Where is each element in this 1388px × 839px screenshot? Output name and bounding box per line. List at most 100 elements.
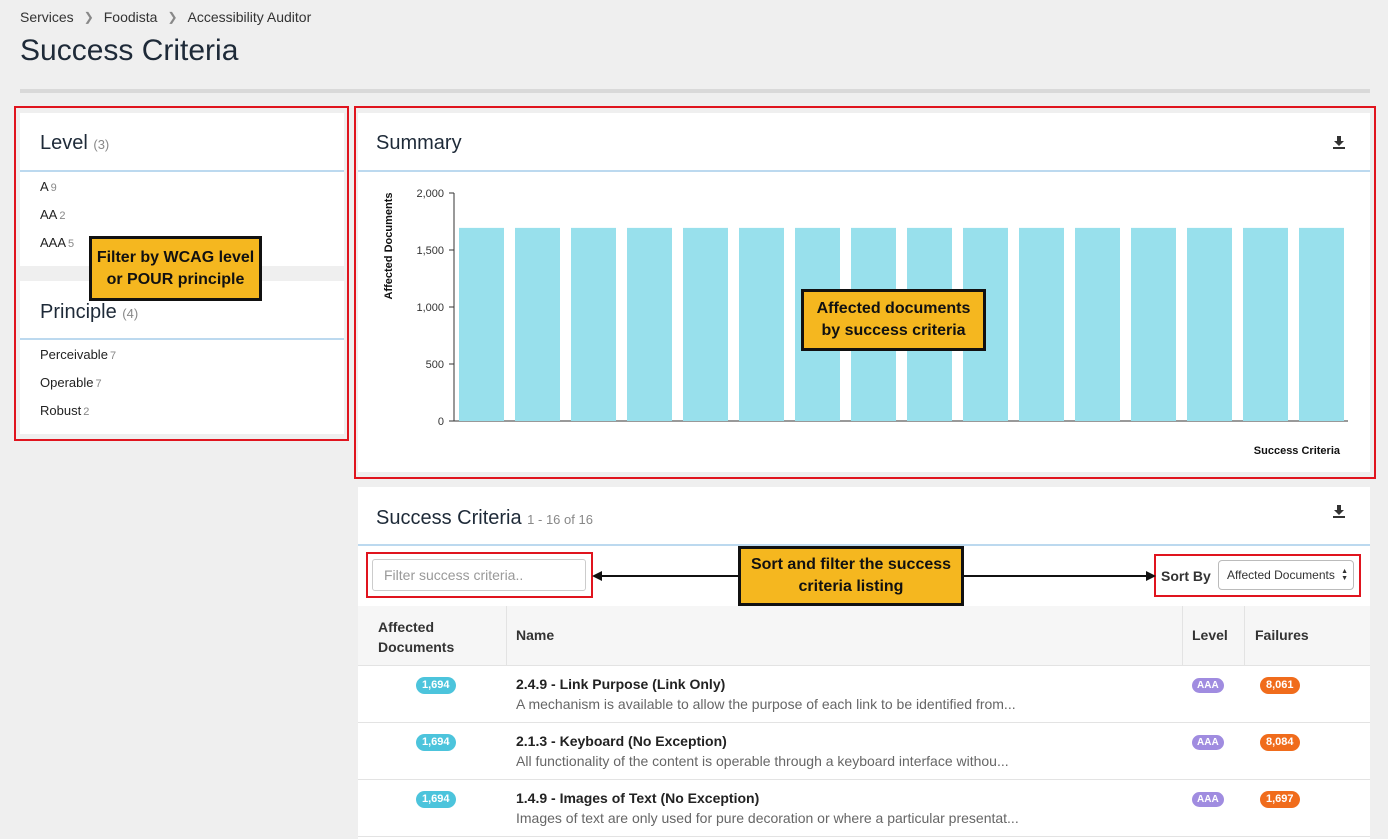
criteria-card: Success Criteria 1 - 16 of 16 Affected D… [358, 487, 1370, 839]
sort-annotation-box [1154, 554, 1361, 597]
column-header-affected[interactable]: Affected Documents [378, 619, 455, 655]
chart-bar[interactable] [739, 227, 784, 421]
sort-by-select[interactable]: Affected Documents ▲ ▼ [1218, 560, 1354, 590]
table-divider [358, 836, 1370, 837]
principle-facet-count: (4) [122, 306, 139, 321]
arrow-right-icon [1146, 571, 1156, 581]
chart-bar[interactable] [1299, 227, 1344, 421]
principle-facet-title: Principle (4) [40, 301, 138, 324]
affected-badge: 1,694 [416, 677, 456, 694]
y-tick-label: 1,000 [416, 302, 444, 314]
failures-badge: 1,697 [1260, 791, 1300, 808]
sort-by-label: Sort By [1161, 568, 1211, 584]
facet-item-count: 7 [95, 378, 102, 390]
failures-badge: 8,061 [1260, 677, 1300, 694]
breadcrumb-foodista[interactable]: Foodista [103, 9, 158, 25]
y-axis-label: Affected Documents [383, 193, 395, 300]
chart-bar[interactable] [459, 227, 504, 421]
criteria-title-text: Success Criteria [376, 507, 522, 529]
level-facet-title: Level (3) [40, 132, 109, 155]
chart-bar[interactable] [515, 227, 560, 421]
facet-item-count: 9 [50, 182, 57, 194]
summary-divider [358, 170, 1370, 172]
facet-item-count: 2 [83, 406, 90, 418]
affected-badge: 1,694 [416, 791, 456, 808]
table-row[interactable]: 1,694 1.4.9 - Images of Text (No Excepti… [358, 780, 1370, 836]
criterion-description: A mechanism is available to allow the pu… [516, 696, 1016, 712]
table-divider [358, 665, 1370, 666]
criterion-name[interactable]: 2.1.3 - Keyboard (No Exception) [516, 733, 727, 749]
chart-bar[interactable] [627, 227, 672, 421]
criteria-divider [358, 544, 1370, 546]
table-divider [358, 779, 1370, 780]
facet-item-label: Perceivable [40, 347, 108, 362]
annotation-arrows [592, 571, 1156, 581]
table-divider [358, 722, 1370, 723]
criterion-description: Images of text are only used for pure de… [516, 810, 1019, 826]
affected-badge: 1,694 [416, 734, 456, 751]
chart-bar[interactable] [683, 227, 728, 421]
facet-item-perceivable[interactable]: Perceivable 7 [40, 347, 116, 362]
arrow-left-icon [592, 571, 602, 581]
chart-bar[interactable] [1019, 227, 1064, 421]
facet-item-label: A [40, 179, 49, 194]
y-tick-label: 1,500 [416, 245, 444, 257]
chevron-right-icon: ❯ [83, 10, 94, 24]
select-arrows-icon: ▲ ▼ [1341, 568, 1348, 582]
filter-annotation-box [366, 552, 593, 598]
facet-item-count: 7 [109, 350, 117, 362]
chart-bar[interactable] [1187, 227, 1232, 421]
chart-bar[interactable] [1075, 227, 1120, 421]
column-header-failures[interactable]: Failures [1255, 627, 1309, 643]
chevron-right-icon: ❯ [167, 10, 178, 24]
criteria-title: Success Criteria 1 - 16 of 16 [376, 507, 593, 530]
chart-callout: Affected documents by success criteria [801, 289, 986, 351]
criterion-name[interactable]: 2.4.9 - Link Purpose (Link Only) [516, 676, 726, 692]
y-tick-label: 0 [438, 416, 444, 428]
x-axis-label: Success Criteria [1254, 445, 1341, 457]
facets-annotation-box [14, 106, 349, 441]
level-facet-count: (3) [93, 137, 110, 152]
summary-title: Summary [376, 132, 462, 154]
y-tick-label: 500 [426, 359, 444, 371]
level-badge: AAA [1192, 792, 1224, 807]
sort-filter-callout: Sort and filter the success criteria lis… [738, 546, 964, 606]
facet-item-robust[interactable]: Robust 2 [40, 403, 89, 418]
column-divider [1244, 606, 1245, 665]
column-header-level[interactable]: Level [1192, 627, 1228, 643]
criteria-range: 1 - 16 of 16 [527, 512, 593, 527]
chart-bar[interactable] [1243, 227, 1288, 421]
facets-callout: Filter by WCAG level or POUR principle [89, 236, 262, 301]
level-badge: AAA [1192, 678, 1224, 693]
facet-item-level-aaa[interactable]: AAA 5 [40, 235, 74, 250]
level-facet-divider [20, 170, 344, 172]
facet-item-operable[interactable]: Operable 7 [40, 375, 102, 390]
download-icon[interactable] [1332, 504, 1346, 518]
criterion-name[interactable]: 1.4.9 - Images of Text (No Exception) [516, 790, 760, 806]
page-title: Success Criteria [20, 34, 239, 67]
facet-item-label: AAA [40, 235, 67, 250]
column-divider [506, 606, 507, 665]
y-tick-label: 2,000 [416, 188, 444, 200]
title-divider [20, 89, 1370, 93]
facet-item-level-aa[interactable]: AA 2 [40, 207, 65, 222]
breadcrumb-services[interactable]: Services [20, 9, 74, 25]
chart-bar[interactable] [571, 227, 616, 421]
level-title-text: Level [40, 132, 88, 154]
principle-facet-card: Principle (4) Perceivable 7 Operable 7 Rob… [20, 281, 344, 434]
facet-item-label: Robust [40, 403, 82, 418]
sort-by-value: Affected Documents [1227, 568, 1335, 582]
table-row[interactable]: 1,694 2.4.9 - Link Purpose (Link Only) A… [358, 666, 1370, 722]
download-icon[interactable] [1332, 135, 1346, 149]
column-header-name[interactable]: Name [516, 627, 555, 643]
facet-item-label: AA [40, 207, 58, 222]
column-divider [1182, 606, 1183, 665]
table-row[interactable]: 1,694 2.1.3 - Keyboard (No Exception) Al… [358, 723, 1370, 779]
facet-item-count: 2 [59, 210, 66, 222]
table-header [358, 606, 1370, 665]
chart-bar[interactable] [1131, 227, 1176, 421]
criterion-description: All functionality of the content is oper… [516, 753, 1009, 769]
filter-success-criteria-input[interactable] [372, 559, 586, 591]
breadcrumb-accessibility-auditor[interactable]: Accessibility Auditor [187, 9, 312, 25]
